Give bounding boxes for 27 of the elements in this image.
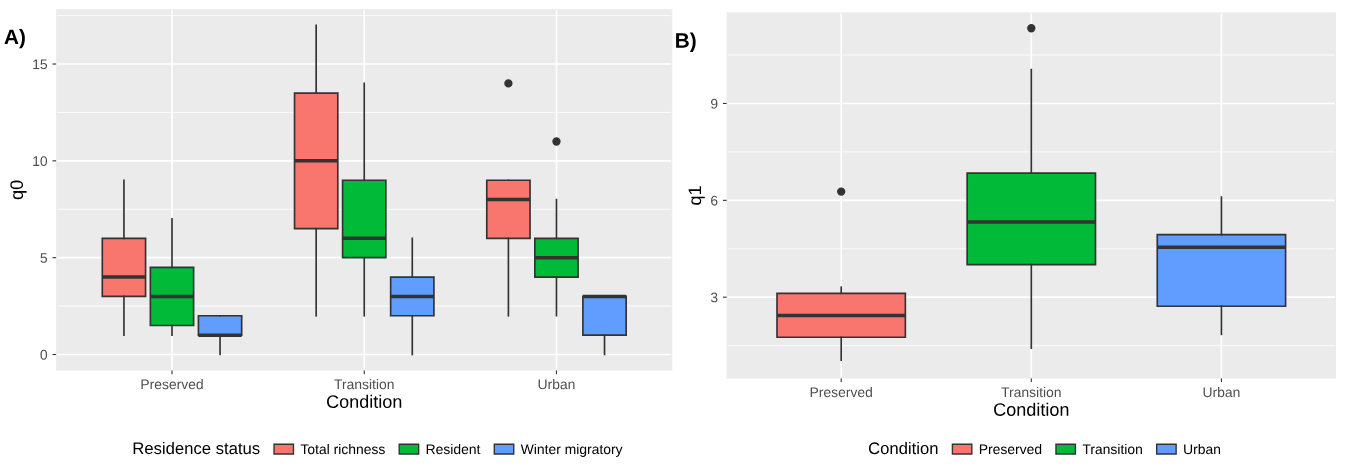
- legend-label: Total richness: [300, 443, 385, 455]
- text: B): [676, 32, 696, 52]
- legend-label: Transition: [1082, 443, 1142, 455]
- x-tick-label: Preserved: [141, 379, 203, 390]
- legend-title: Condition: [868, 441, 938, 455]
- y-tick-label: 5: [40, 253, 48, 263]
- y-axis-title: q0: [10, 180, 27, 200]
- x-axis-title: Condition: [994, 402, 1069, 416]
- text: A): [4, 28, 25, 49]
- x-tick-label: Urban: [1203, 386, 1240, 398]
- y-axis-title: q1: [688, 186, 705, 205]
- y-tick-label: 0: [40, 349, 48, 360]
- legend-label: Preserved: [979, 443, 1042, 455]
- y-tick-label: 3: [710, 292, 718, 303]
- x-tick-label: Transition: [334, 379, 394, 390]
- legend-label: Winter migratory: [520, 443, 623, 457]
- y-tick-label: 9: [711, 98, 718, 109]
- x-tick-label: Preserved: [810, 386, 872, 398]
- y-tick-label: 15: [33, 59, 48, 70]
- y-tick-label: 10: [33, 156, 48, 167]
- x-axis-title: Condition: [327, 394, 402, 409]
- y-tick-label: 6: [711, 195, 718, 206]
- legend-label: Resident: [426, 443, 481, 455]
- legend-title: Residence status: [133, 441, 260, 455]
- x-tick-label: Transition: [1001, 386, 1061, 398]
- legend-label: Urban: [1184, 443, 1221, 455]
- x-tick-label: Urban: [538, 379, 575, 390]
